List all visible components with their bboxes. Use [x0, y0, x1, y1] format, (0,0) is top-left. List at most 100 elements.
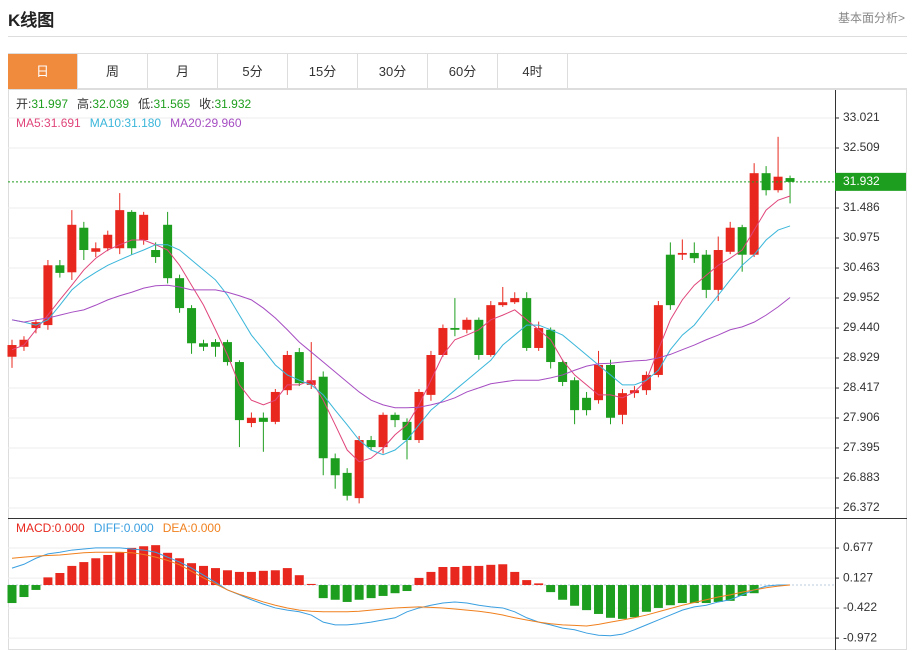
legend-text: DEA:: [163, 521, 191, 535]
macd-bar: [43, 577, 53, 586]
y-tick-label: 33.021: [843, 110, 880, 124]
macd-bar: [342, 585, 352, 602]
tab[interactable]: 周: [78, 54, 148, 89]
macd-bar: [103, 554, 113, 586]
candle-body: [187, 308, 197, 344]
macd-bar: [510, 571, 520, 586]
macd-bar: [234, 571, 244, 586]
macd-bar: [282, 568, 292, 586]
macd-bar: [606, 585, 615, 618]
y-tick-label: 30.975: [843, 230, 880, 244]
candle-body: [270, 391, 280, 422]
macd-bar: [306, 583, 316, 586]
y-tick-label: -0.972: [843, 630, 877, 644]
tab[interactable]: 日: [8, 54, 78, 89]
tab[interactable]: 月: [148, 54, 218, 89]
candle-body: [175, 278, 185, 309]
candle-body: [103, 234, 113, 249]
candle-body: [378, 414, 388, 448]
y-tick-label: 27.395: [843, 440, 880, 454]
macd-bar: [222, 570, 232, 586]
legend-text: 31.691: [44, 116, 81, 130]
macd-bar: [115, 552, 125, 586]
candle-body: [713, 250, 723, 290]
candle-body: [330, 458, 340, 476]
macd-bar: [294, 575, 304, 586]
tab[interactable]: 60分: [428, 54, 498, 89]
tab[interactable]: 30分: [358, 54, 428, 89]
analysis-link[interactable]: 基本面分析>: [837, 11, 905, 25]
macd-bar: [677, 585, 687, 604]
candle-body: [558, 362, 568, 382]
legend-text: MA10:: [90, 116, 125, 130]
macd-bar: [258, 570, 268, 586]
macd-bar: [450, 566, 460, 586]
macd-bar: [486, 564, 496, 586]
candle-body: [570, 380, 580, 411]
y-tick-label: 27.906: [843, 410, 880, 424]
legend-text: DIFF:: [94, 521, 124, 535]
candle-body: [342, 472, 352, 496]
candle-body: [606, 364, 615, 418]
macd-bar: [354, 585, 364, 600]
y-tick-label: -0.422: [843, 600, 877, 614]
macd-bar: [139, 546, 149, 586]
macd-bar: [641, 585, 651, 612]
legend-entry: MA5:31.691: [16, 116, 81, 130]
price-tag: [835, 172, 906, 191]
candle-body: [725, 227, 735, 252]
macd-bar: [127, 547, 137, 586]
candle-body: [199, 343, 209, 347]
macd-bar: [701, 585, 711, 604]
candle-body: [210, 342, 220, 347]
candle-body: [294, 352, 304, 384]
candle-body: [641, 374, 651, 391]
macd-bar: [402, 585, 412, 592]
macd-bar: [594, 585, 604, 614]
tab[interactable]: 5分: [218, 54, 288, 89]
candle-body: [390, 414, 400, 421]
legend-text: MACD:: [16, 521, 55, 535]
y-tick-label: 0.127: [843, 570, 873, 584]
macd-bar: [246, 571, 256, 586]
macd-bar: [426, 571, 436, 586]
tab[interactable]: 15分: [288, 54, 358, 89]
candle-body: [653, 305, 663, 375]
macd-bar: [474, 565, 484, 586]
macd-bar: [79, 562, 89, 586]
macd-bar: [19, 585, 29, 598]
y-tick-label: 29.440: [843, 320, 880, 334]
macd-bar: [629, 585, 639, 618]
candle-body: [222, 342, 232, 363]
macd-bar: [582, 585, 592, 611]
y-tick-label: 29.952: [843, 290, 880, 304]
y-tick-label: 28.417: [843, 380, 880, 394]
candle-body: [246, 417, 256, 424]
macd-bar: [390, 585, 400, 594]
chart-frame: [8, 89, 907, 650]
y-tick-label: 0.677: [843, 540, 873, 554]
legend-entry: MACD:0.000: [16, 521, 85, 535]
candle-body: [43, 265, 53, 326]
candle-body: [737, 227, 747, 255]
legend-entry: 开:31.997: [16, 97, 68, 111]
candle-body: [510, 298, 520, 303]
candle-body: [534, 328, 544, 348]
legend-entry: 高:32.039: [77, 96, 129, 111]
candle-body: [282, 355, 292, 391]
candle-body: [19, 339, 29, 347]
macd-bar: [210, 568, 220, 586]
candle-body: [701, 254, 711, 290]
macd-bar: [617, 585, 627, 619]
candle-body: [749, 173, 759, 255]
y-tick-label: 32.509: [843, 140, 880, 154]
legend-text: 收:: [199, 97, 214, 111]
macd-bar: [689, 585, 699, 604]
macd-bar: [725, 585, 735, 601]
legend-text: 高:: [77, 96, 92, 111]
candle-body: [594, 364, 604, 401]
legend-text: 29.960: [205, 116, 242, 130]
macd-bar: [175, 558, 185, 586]
tab[interactable]: 4时: [498, 54, 568, 89]
